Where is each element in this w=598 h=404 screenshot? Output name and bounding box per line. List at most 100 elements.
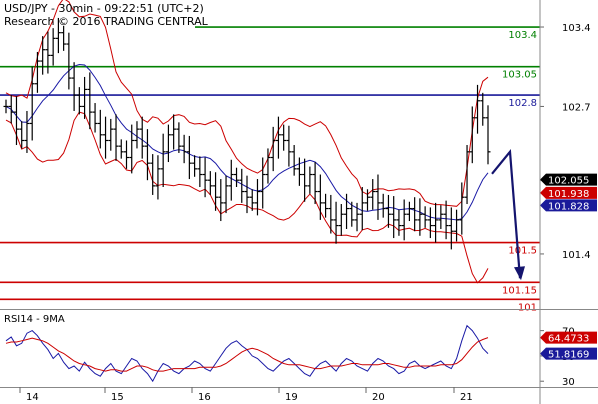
ohlc-bar <box>29 66 35 141</box>
ohlc-bar <box>55 17 61 54</box>
level-label-5: 101 <box>518 302 537 313</box>
ohlc-bar <box>286 125 292 167</box>
ohlc-bar <box>443 200 449 240</box>
ohlc-bar <box>186 135 192 180</box>
ohlc-bars <box>3 17 491 250</box>
ohlc-bar <box>302 158 308 202</box>
ohlc-bar <box>197 156 203 187</box>
ohlc-bar <box>192 155 198 177</box>
ohlc-bar <box>417 198 423 236</box>
ohlc-bar <box>34 51 40 93</box>
ohlc-bar <box>406 201 412 222</box>
price-badge-2: 101.828 <box>540 199 597 212</box>
level-label-4: 101.15 <box>502 285 537 296</box>
chart-header: USD/JPY - 30min - 09:22:51 (UTC+2) Resea… <box>4 2 209 325</box>
ohlc-bar <box>108 118 114 151</box>
time-axis-label-5: 21 <box>460 392 473 403</box>
ohlc-bar <box>380 193 386 218</box>
ohlc-bar <box>260 157 266 209</box>
ohlc-bar <box>307 166 313 194</box>
rsi-badge-bg <box>540 347 597 360</box>
ohlc-bar <box>427 207 433 239</box>
ohlc-bar <box>249 189 255 211</box>
bollinger-upper-band <box>5 0 489 207</box>
ohlc-bar <box>71 62 77 111</box>
ohlc-bar <box>433 202 439 243</box>
ohlc-bar <box>401 199 407 241</box>
ohlc-bar <box>385 194 391 228</box>
ohlc-bar <box>171 114 177 150</box>
price-badge-bg <box>540 173 597 186</box>
ohlc-bar <box>291 145 297 176</box>
ohlc-bar <box>317 174 323 220</box>
ohlc-bar <box>82 76 88 119</box>
ohlc-bar <box>3 99 9 114</box>
time-axis-label-2: 16 <box>198 392 211 403</box>
ohlc-bar <box>239 168 245 203</box>
ohlc-bar <box>176 122 182 153</box>
forecast-arrow-head <box>514 266 525 281</box>
ohlc-bar <box>265 148 271 184</box>
ohlc-bar <box>202 157 208 198</box>
ohlc-bar <box>349 201 355 227</box>
ohlc-bar <box>412 197 418 232</box>
rsi-badge-1: 51.8169 <box>540 347 597 361</box>
ohlc-bar <box>370 179 376 210</box>
ohlc-bar <box>113 114 119 161</box>
ohlc-bar <box>66 32 72 90</box>
price-panel: 103.4 103.05 102.8 101.5 101.15 101 103.4 102.7… <box>0 0 597 313</box>
ohlc-bar <box>448 207 454 250</box>
ohlc-bar <box>213 172 219 211</box>
ohlc-bar <box>8 95 14 124</box>
ohlc-bar <box>207 171 213 195</box>
ohlc-bar <box>24 110 30 153</box>
time-axis-label-4: 20 <box>372 392 385 403</box>
price-axis-label-1: 102.7 <box>562 102 591 113</box>
ohlc-bar <box>155 155 161 200</box>
ohlc-bar <box>118 139 124 159</box>
ohlc-bar <box>134 121 140 149</box>
ohlc-bar <box>396 209 402 236</box>
price-axis-label-0: 103.4 <box>562 23 591 34</box>
level-label-3: 101.5 <box>508 246 537 257</box>
ohlc-bar <box>422 206 428 228</box>
ohlc-bar <box>103 116 109 159</box>
ohlc-bar <box>76 87 82 115</box>
ohlc-bar <box>218 179 224 222</box>
ohlc-bar <box>296 157 302 186</box>
price-badge-bg <box>540 186 597 199</box>
ohlc-bar <box>13 96 19 146</box>
level-label-1: 103.05 <box>502 70 537 81</box>
ohlc-bar <box>480 92 486 126</box>
ohlc-bar <box>244 175 250 214</box>
ohlc-bar <box>365 189 370 211</box>
time-axis-label-3: 19 <box>285 392 298 403</box>
time-axis-label-1: 15 <box>111 392 124 403</box>
ohlc-bar <box>50 28 56 66</box>
price-badge-label: 101.828 <box>548 201 589 212</box>
ohlc-bar <box>254 179 260 216</box>
ohlc-bar <box>87 72 93 130</box>
ohlc-bar <box>61 25 67 51</box>
rsi-title: RSI14 - 9MA <box>4 314 65 325</box>
ohlc-bar <box>454 209 460 242</box>
chart-source: Research © 2016 TRADING CENTRAL <box>4 15 209 28</box>
ohlc-bar <box>223 175 229 214</box>
ohlc-bar <box>124 140 129 169</box>
rsi-badge-bg <box>540 331 597 344</box>
ohlc-bar <box>459 182 465 235</box>
ohlc-bar <box>464 145 470 205</box>
time-axis-label-0: 14 <box>26 392 39 403</box>
ohlc-bar <box>328 194 334 234</box>
ohlc-bar <box>270 126 276 172</box>
ohlc-bar <box>354 202 360 232</box>
ohlc-bar <box>40 36 46 75</box>
ohlc-bar <box>181 134 187 164</box>
ohlc-bar <box>391 196 397 239</box>
ohlc-bar <box>150 154 156 195</box>
rsi-badge-0: 64.4733 <box>540 331 597 345</box>
level-label-2: 102.8 <box>508 98 537 109</box>
